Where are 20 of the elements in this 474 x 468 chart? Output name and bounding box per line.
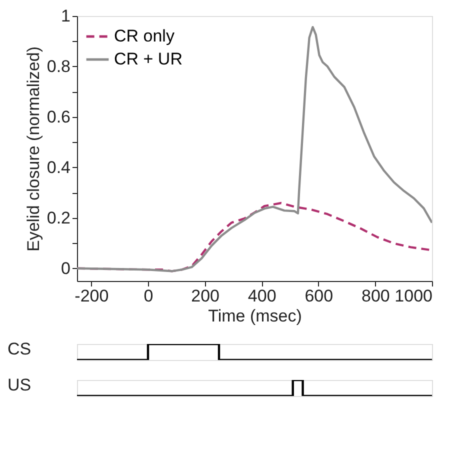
y-tick-label: 0.8 (46, 56, 70, 76)
x-tick-label: 800 (362, 286, 390, 306)
x-tick-label: 1000 (394, 286, 432, 306)
y-tick-label: 0.6 (46, 107, 70, 126)
legend-label: CR + UR (114, 50, 182, 68)
x-axis-title: Time (msec) (208, 306, 302, 326)
x-tick-label: 400 (248, 286, 276, 306)
y-axis-title: Eyelid closure (normalized) (24, 46, 43, 252)
text: CS (8, 340, 32, 358)
x-tick-label: 0 (144, 286, 154, 306)
y-tick-label: 1 (61, 6, 70, 26)
y-tick-label: 0 (61, 258, 70, 278)
x-tick-label: -200 (74, 286, 109, 306)
y-tick-label: 0.4 (46, 158, 70, 177)
x-tick-label: 600 (304, 286, 334, 306)
text: US (8, 376, 32, 394)
y-tick-label: 0.2 (46, 208, 70, 228)
line-series (77, 26, 432, 272)
x-tick-label: 200 (191, 286, 220, 306)
legend-label: CR only (114, 26, 175, 46)
